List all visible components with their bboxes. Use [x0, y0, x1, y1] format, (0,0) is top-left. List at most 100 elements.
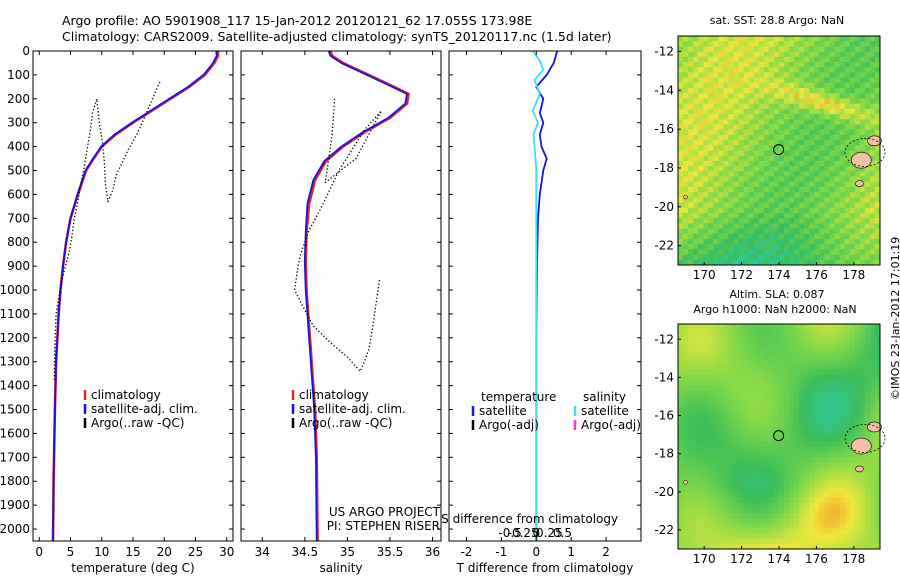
sst-field-cell — [814, 202, 820, 209]
sst-field-cell — [698, 212, 704, 219]
sst-field-cell — [864, 228, 871, 235]
sla-field-cell — [733, 538, 739, 545]
sst-field-cell — [683, 155, 689, 162]
sst-field-cell — [688, 150, 694, 157]
sst-field-cell — [698, 207, 704, 214]
sla-field-cell — [814, 380, 820, 386]
sst-field-cell — [874, 166, 881, 172]
difference-axes-frame — [448, 50, 642, 542]
sla-field-cell — [768, 324, 775, 330]
sla-field-cell — [829, 364, 835, 371]
sst-field-cell — [834, 93, 840, 99]
sst-field-cell — [779, 129, 785, 136]
sst-field-cell — [748, 119, 755, 125]
sla-field-cell — [728, 431, 734, 437]
sst-field-cell — [703, 41, 709, 47]
sla-field-cell — [733, 324, 739, 330]
sst-field-cell — [799, 171, 805, 177]
sst-field-cell — [859, 212, 866, 219]
sst-field-cell — [834, 145, 840, 151]
sla-field-cell — [713, 462, 719, 468]
sst-field-cell — [784, 192, 790, 198]
sla-field-cell — [753, 518, 760, 524]
sst-field-cell — [789, 150, 795, 157]
sst-field-cell — [693, 186, 699, 193]
sla-field-cell — [758, 380, 765, 386]
sla-field-cell — [799, 395, 805, 402]
sst-field-cell — [768, 249, 775, 255]
sst-field-cell — [728, 67, 734, 73]
sla-field-cell — [728, 528, 734, 535]
sst-field-cell — [738, 134, 745, 141]
sst-field-cell — [809, 77, 815, 84]
sla-field-cell — [829, 472, 835, 478]
sst-field-cell — [854, 244, 861, 250]
sla-field-cell — [849, 375, 856, 381]
sst-field-cell — [708, 160, 714, 167]
sst-field-cell — [874, 56, 881, 63]
sst-field-cell — [698, 223, 704, 229]
depth-tick-label: 500 — [7, 164, 30, 178]
sla-field-cell — [723, 421, 729, 427]
sla-field-cell — [789, 441, 795, 448]
sla-field-cell — [789, 492, 795, 499]
sla-field-cell — [799, 339, 805, 345]
salinity-x-tick-label: 35 — [340, 545, 355, 559]
sst-field-cell — [753, 176, 760, 183]
sla-field-cell — [824, 329, 830, 335]
sla-field-cell — [758, 451, 765, 458]
sla-field-cell — [839, 436, 846, 443]
sst-field-cell — [693, 202, 699, 209]
sla-field-cell — [683, 528, 689, 535]
sla-field-cell — [869, 533, 876, 540]
sla-field-cell — [814, 349, 820, 356]
sst-field-cell — [723, 218, 729, 224]
sla-field-cell — [763, 324, 770, 330]
sla-field-cell — [713, 354, 719, 361]
sla-field-cell — [824, 456, 830, 463]
sla-field-cell — [794, 431, 800, 437]
sla-field-cell — [869, 359, 876, 366]
sst-field-cell — [784, 108, 790, 115]
sst-field-cell — [753, 129, 760, 136]
sst-field-cell — [728, 238, 734, 245]
sla-field-cell — [773, 395, 780, 402]
sst-field-cell — [834, 119, 840, 125]
salinity-series-argo-raw-qc- — [293, 98, 383, 372]
sla-field-cell — [779, 456, 785, 463]
salinity-legend-label: Argo(..raw -QC) — [299, 416, 392, 430]
sst-field-cell — [824, 249, 830, 255]
sla-field-cell — [834, 477, 840, 483]
sla-field-cell — [753, 538, 760, 545]
sst-field-cell — [804, 166, 810, 172]
sla-field-cell — [703, 400, 709, 407]
sla-field-cell — [743, 344, 750, 350]
sst-field-cell — [849, 212, 856, 219]
sla-field-cell — [733, 395, 739, 402]
sst-field-cell — [839, 46, 846, 53]
sla-field-cell — [733, 518, 739, 524]
sst-field-cell — [733, 171, 739, 177]
sst-field-cell — [718, 119, 724, 125]
sla-field-cell — [708, 518, 714, 524]
sla-field-cell — [758, 436, 765, 443]
sla-field-cell — [844, 528, 851, 535]
sla-field-cell — [753, 421, 760, 427]
sla-field-cell — [748, 528, 755, 535]
sla-field-cell — [738, 446, 745, 453]
sla-field-cell — [819, 441, 825, 448]
sst-field-cell — [733, 150, 739, 157]
sst-field-cell — [829, 218, 835, 224]
sla-y-tick-label: -12 — [654, 332, 674, 346]
sla-field-cell — [693, 446, 699, 453]
sst-field-cell — [753, 155, 760, 162]
sla-field-cell — [859, 426, 866, 432]
sla-field-cell — [693, 334, 699, 340]
sla-field-cell — [799, 523, 805, 529]
sst-field-cell — [718, 82, 724, 89]
sst-field-cell — [763, 176, 770, 183]
sla-field-cell — [874, 441, 881, 448]
sla-field-cell — [748, 497, 755, 504]
sst-field-cell — [834, 88, 840, 94]
sla-field-cell — [688, 528, 694, 535]
